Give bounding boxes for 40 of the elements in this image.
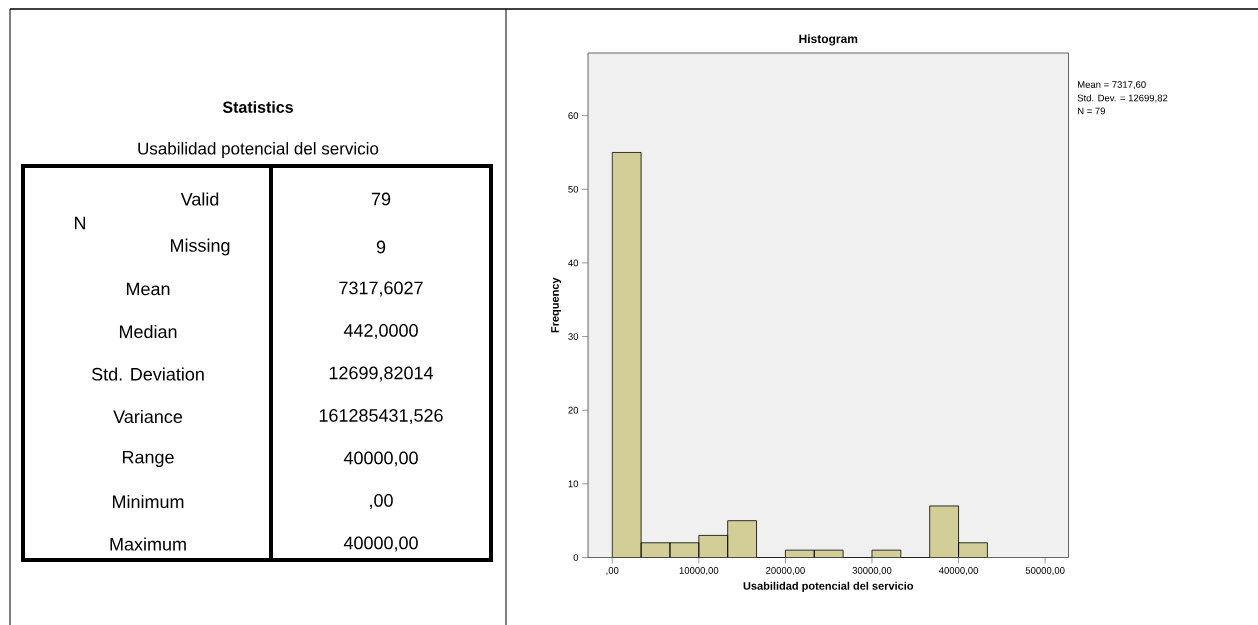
y-tick-label: 30: [568, 333, 579, 340]
chart-title: Histogram: [799, 34, 858, 46]
x-tick-label: 40000,00: [938, 567, 978, 575]
x-tick-label: 20000,00: [766, 567, 805, 575]
text: Mean: [126, 282, 170, 296]
text: 12699,82014: [329, 366, 434, 382]
text: Valid: [180, 192, 219, 206]
text: Mean = 7317,60: [1077, 81, 1146, 90]
text: N: [74, 216, 86, 230]
x-tick-label: ,00: [606, 567, 619, 575]
text: Range: [122, 450, 174, 468]
text: 40000,00: [343, 536, 418, 552]
y-tick-label: 50: [568, 185, 579, 193]
y-axis-title: Frequency: [551, 277, 562, 333]
x-tick-label: 50000,00: [1025, 567, 1065, 575]
text: Minimum: [112, 494, 184, 509]
text: Maximum: [110, 537, 186, 551]
x-axis-title: Usabilidad potencial del servicio: [743, 581, 914, 592]
text: 9: [376, 240, 386, 254]
text: Median: [119, 324, 177, 339]
y-tick-label: 0: [573, 554, 579, 561]
text: Missing: [170, 238, 230, 256]
text: N = 79: [1077, 107, 1105, 115]
text: Usabilidad potencial del servicio: [138, 142, 379, 158]
y-tick-label: 40: [568, 259, 579, 267]
text: ,00: [370, 494, 393, 509]
y-tick-label: 60: [568, 112, 579, 119]
x-tick-label: 10000,00: [679, 567, 719, 575]
text: 161285431,526: [319, 409, 443, 424]
text: 40000,00: [343, 451, 418, 467]
text: Std. Deviation: [91, 367, 204, 381]
x-tick-label: 30000,00: [852, 567, 892, 575]
y-tick-label: 20: [568, 406, 579, 414]
text: 79: [371, 192, 391, 206]
text: 442,0000: [343, 324, 418, 339]
y-tick-label: 10: [568, 480, 579, 488]
text: 7317,6027: [339, 281, 423, 297]
text: Statistics: [222, 101, 293, 113]
text: Std. Dev. = 12699,82: [1077, 94, 1168, 103]
text: Variance: [113, 409, 183, 424]
